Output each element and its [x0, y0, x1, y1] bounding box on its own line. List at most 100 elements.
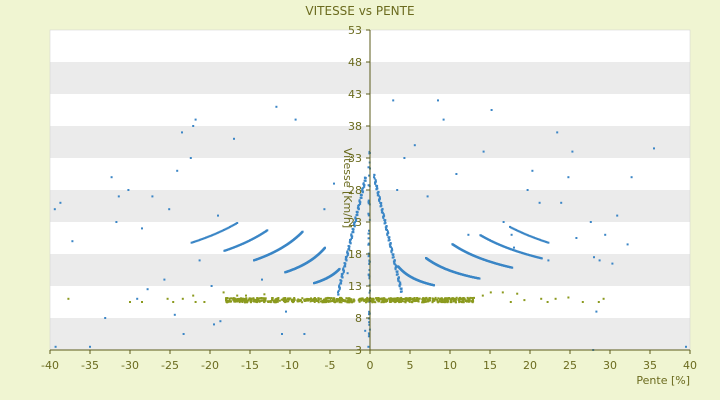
data-point — [379, 198, 381, 200]
data-point — [226, 297, 228, 299]
data-point — [323, 208, 325, 210]
data-point — [258, 300, 260, 302]
data-point — [359, 199, 361, 201]
data-point — [388, 236, 390, 238]
data-point — [455, 299, 457, 301]
data-point — [176, 170, 178, 172]
data-point — [444, 298, 446, 300]
data-point — [349, 240, 351, 242]
data-point — [182, 298, 184, 300]
data-point — [616, 215, 618, 217]
data-point — [333, 300, 335, 302]
data-point — [383, 215, 385, 217]
data-point — [364, 330, 366, 332]
data-point — [459, 298, 461, 300]
data-point — [236, 295, 238, 297]
data-point — [403, 298, 405, 300]
data-point — [225, 299, 227, 301]
data-point — [240, 297, 242, 299]
data-point — [523, 299, 525, 301]
data-point — [168, 208, 170, 210]
y-tick-label: 18 — [348, 248, 362, 261]
data-point — [631, 176, 633, 178]
data-point — [343, 270, 345, 272]
data-point — [393, 256, 395, 258]
x-axis-label: Pente [%] — [636, 374, 690, 387]
data-point — [333, 297, 335, 299]
data-point — [653, 147, 655, 149]
data-point — [233, 138, 235, 140]
y-tick-label: 3 — [355, 344, 362, 357]
data-point — [318, 301, 320, 303]
data-point — [571, 151, 573, 153]
data-point — [365, 180, 367, 182]
data-point — [279, 300, 281, 302]
data-point — [513, 247, 515, 249]
data-point — [285, 311, 287, 313]
data-point — [275, 301, 277, 303]
data-point — [352, 231, 354, 233]
data-point — [249, 297, 251, 299]
data-point — [387, 232, 389, 234]
data-point — [313, 298, 315, 300]
data-point — [59, 202, 61, 204]
data-point — [384, 219, 386, 221]
data-point — [467, 297, 469, 299]
data-point — [401, 288, 403, 290]
y-axis-label: Vitesse [Km/h] — [341, 148, 354, 228]
data-point — [460, 301, 462, 303]
data-point — [386, 299, 388, 301]
data-point — [516, 293, 518, 295]
data-point — [270, 300, 272, 302]
data-point — [339, 300, 341, 302]
data-point — [141, 301, 143, 303]
data-point — [400, 300, 402, 302]
data-point — [396, 189, 398, 191]
data-point — [604, 234, 606, 236]
data-point — [560, 202, 562, 204]
data-point — [344, 263, 346, 265]
data-point — [590, 221, 592, 223]
data-point — [300, 299, 302, 301]
data-point — [363, 184, 365, 186]
data-point — [397, 270, 399, 272]
data-point — [444, 301, 446, 303]
data-point — [67, 298, 69, 300]
x-tick-label: 35 — [643, 359, 657, 372]
data-point — [567, 176, 569, 178]
data-point — [344, 299, 346, 301]
data-point — [403, 157, 405, 159]
data-point — [219, 320, 221, 322]
data-point — [502, 291, 504, 293]
data-point — [547, 259, 549, 261]
data-point — [239, 300, 241, 302]
data-point — [374, 301, 376, 303]
x-tick-label: 5 — [407, 359, 414, 372]
data-point — [261, 279, 263, 281]
data-point — [471, 300, 473, 302]
data-point — [380, 205, 382, 207]
data-point — [627, 243, 629, 245]
data-point — [401, 291, 403, 293]
data-point — [382, 208, 384, 210]
y-tick-label: 8 — [355, 312, 362, 325]
data-point — [333, 183, 335, 185]
x-tick-label: 10 — [443, 359, 457, 372]
data-point — [685, 346, 687, 348]
data-point — [289, 297, 291, 299]
data-point — [342, 268, 344, 270]
data-point — [386, 225, 388, 227]
data-point — [340, 283, 342, 285]
y-tick-label: 43 — [348, 88, 362, 101]
data-point — [368, 200, 370, 202]
data-point — [313, 300, 315, 302]
data-point — [405, 301, 407, 303]
data-point — [383, 301, 385, 303]
data-point — [531, 170, 533, 172]
data-point — [232, 299, 234, 301]
x-tick-label: 15 — [483, 359, 497, 372]
y-tick-label: 13 — [348, 280, 362, 293]
data-point — [437, 301, 439, 303]
data-point — [303, 333, 305, 335]
data-point — [136, 298, 138, 300]
